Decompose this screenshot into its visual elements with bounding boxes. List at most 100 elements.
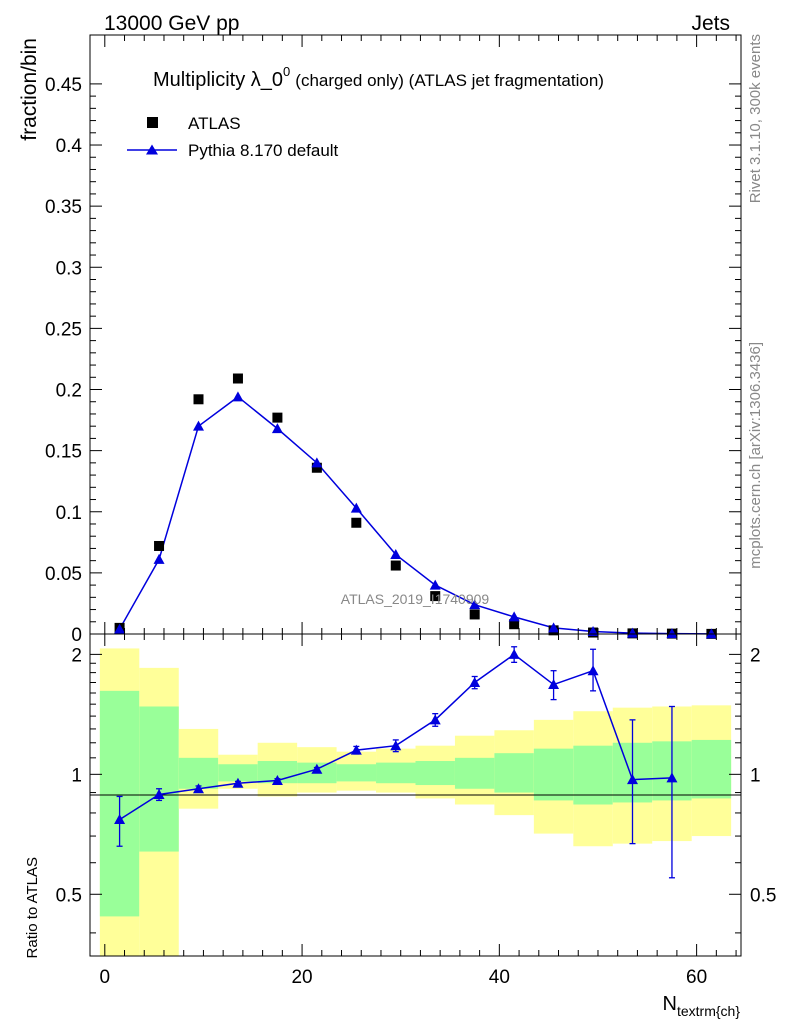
ratio-band-inner (494, 753, 534, 793)
ratio-point (271, 774, 283, 785)
atlas-point (390, 560, 401, 571)
legend-pythia-marker (146, 144, 158, 155)
pythia-point (705, 628, 717, 639)
ratio-y-label: Ratio to ATLAS (24, 857, 41, 958)
ratio-y-tick-label-right: 0.5 (750, 885, 776, 906)
chart-title: Multiplicity λ_00 (charged only) (ATLAS j… (153, 64, 604, 91)
main-y-tick-label: 0.25 (45, 319, 82, 340)
pythia-point (390, 549, 402, 560)
x-axis-label-main: N (663, 993, 677, 1015)
main-y-tick-label: 0.05 (45, 564, 82, 585)
ratio-y-tick-label: 0.5 (56, 885, 82, 906)
x-axis-label-sub: textrm{ch} (677, 1003, 740, 1019)
pythia-point (271, 423, 283, 434)
atlas-point (469, 609, 480, 620)
pythia-point (232, 391, 244, 402)
ratio-point (311, 763, 323, 774)
ratio-y-tick-label: 1 (71, 765, 82, 786)
atlas-point (193, 394, 204, 405)
ratio-point (153, 788, 165, 799)
ratio-marks (114, 646, 678, 879)
pythia-point (114, 623, 126, 634)
ratio-band-inner (573, 745, 613, 805)
atlas-point (509, 619, 520, 630)
pythia-point (508, 611, 520, 622)
ratio-band-inner (376, 762, 416, 784)
main-y-tick-label: 0.3 (56, 258, 82, 279)
main-y-tick-label: 0.1 (56, 503, 82, 524)
main-y-tick-label: 0.15 (45, 442, 82, 463)
pythia-point (153, 553, 165, 564)
pythia-point (666, 628, 678, 639)
main-y-label: fraction/bin (18, 38, 41, 141)
atlas-point (351, 517, 362, 528)
atlas-point (430, 591, 441, 602)
pythia-point (311, 457, 323, 468)
title-superscript: 0 (283, 64, 290, 79)
mcplots-label: mcplots.cern.ch [arXiv:1306.3436] (747, 342, 764, 569)
x-axis-label: Ntextrm{ch} (663, 993, 741, 1019)
rivet-label: Rivet 3.1.10, 300k events (747, 34, 764, 203)
ratio-x-tick-label: 60 (686, 967, 707, 988)
ratio-band-inner (218, 764, 258, 782)
main-panel: 0 0.05 0.1 0.15 0.2 0.25 0.3 0.35 0.4 0.45 fracti… (18, 34, 742, 646)
main-y-tick-label: 0.4 (56, 136, 83, 157)
title-main: Multiplicity λ_0 (153, 69, 283, 91)
ratio-frame (89, 633, 742, 957)
ratio-band-inner (139, 706, 179, 852)
ratio-point (193, 783, 204, 794)
ratio-y-tick-label-right: 1 (750, 765, 761, 786)
ratio-point (350, 744, 362, 755)
ratio-band-inner (533, 748, 574, 801)
main-y-axis: 0 0.05 0.1 0.15 0.2 0.25 0.3 0.35 0.4 0.45 (45, 35, 741, 646)
ratio-y-axis: 0.5 0.5 1 1 2 2 (56, 645, 776, 934)
ratio-point (390, 740, 402, 751)
atlas-point (232, 373, 243, 384)
legend-pythia-label: Pythia 8.170 default (188, 141, 339, 160)
main-y-tick-label: 0 (71, 625, 82, 646)
pythia-point (469, 599, 481, 610)
pythia-point (627, 627, 638, 638)
ratio-point (666, 772, 678, 783)
main-y-tick-label: 0.35 (45, 197, 82, 218)
ratio-bands (99, 648, 732, 956)
pythia-point (429, 579, 441, 590)
legend-atlas-label: ATLAS (188, 114, 241, 133)
ratio-point (627, 774, 638, 785)
ratio-point (114, 814, 126, 825)
ratio-y-tick-label: 2 (71, 645, 82, 666)
ratio-x-tick-label: 0 (100, 967, 111, 988)
ratio-point (232, 777, 244, 788)
header-right: Jets (691, 12, 730, 35)
ratio-x-tick-label: 40 (489, 967, 510, 988)
main-y-tick-label: 0.2 (56, 381, 82, 402)
ratio-band-inner (691, 739, 732, 799)
ratio-band-inner (415, 761, 455, 786)
ratio-band-inner (454, 757, 495, 789)
ratio-point (548, 679, 560, 690)
legend: ATLAS Pythia 8.170 default (127, 114, 339, 160)
pythia-point (193, 420, 204, 431)
ratio-x-tick-label: 20 (291, 967, 312, 988)
watermark: ATLAS_2019_I1740909 (341, 591, 490, 607)
atlas-point (311, 462, 322, 473)
main-marks (114, 373, 717, 639)
pythia-line (118, 395, 712, 635)
atlas-point (272, 412, 283, 423)
main-y-tick-label: 0.45 (45, 75, 82, 96)
ratio-point (469, 677, 481, 688)
ratio-x-axis: 0 20 40 60 (100, 634, 737, 988)
legend-atlas-marker (147, 117, 158, 128)
title-suffix: (charged only) (ATLAS jet fragmentation) (295, 71, 604, 90)
atlas-point (154, 540, 165, 551)
ratio-point (429, 714, 441, 725)
ratio-panel: 0.5 0.5 1 1 2 2 0 20 40 60 Ratio to ATLAS Ntextr… (24, 633, 776, 1019)
ratio-point (508, 648, 520, 659)
header-left: 13000 GeV pp (104, 12, 239, 35)
ratio-point (587, 665, 599, 676)
ratio-y-tick-label-right: 2 (750, 645, 761, 666)
pythia-point (548, 622, 560, 633)
ratio-band-inner (336, 764, 377, 782)
pythia-point (350, 502, 362, 513)
